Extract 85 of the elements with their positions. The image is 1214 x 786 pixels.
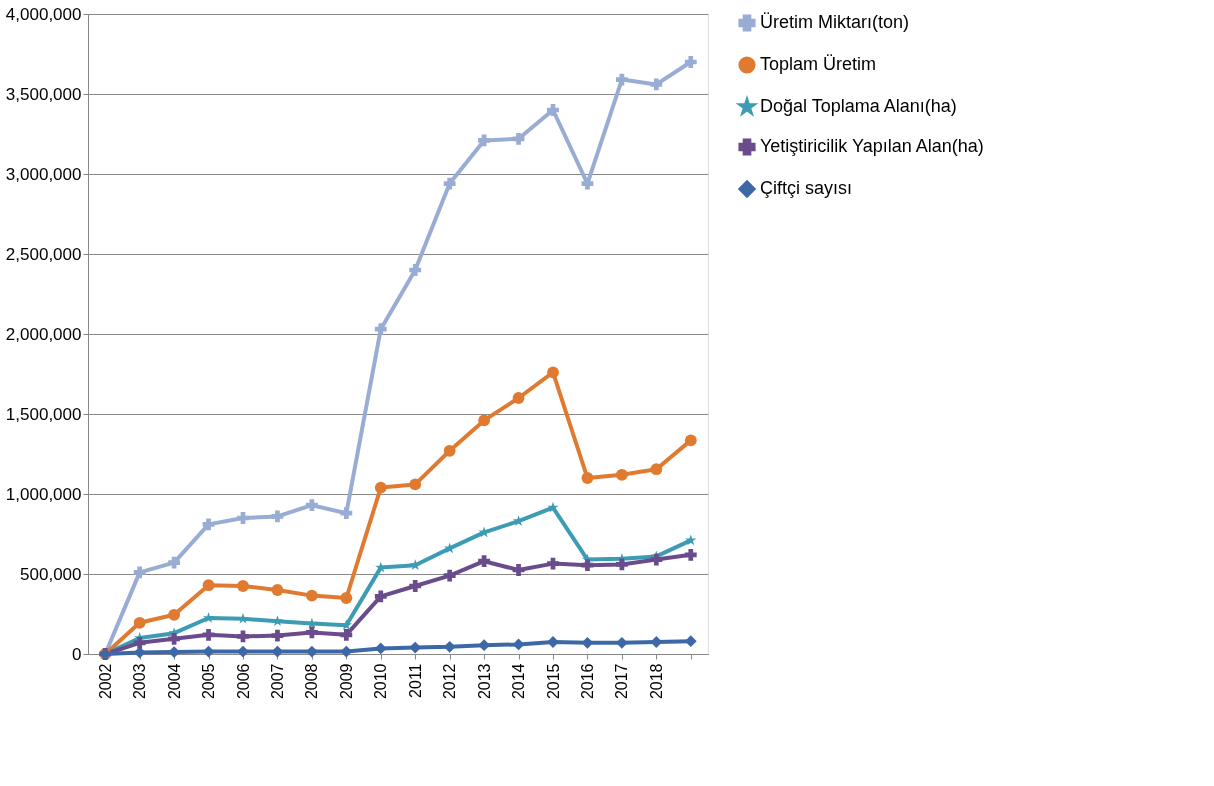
x-tick-label: 2003	[131, 663, 149, 700]
legend-label: Üretim Miktarı(ton)	[760, 12, 910, 32]
point	[375, 561, 387, 573]
x-tick-label: 2007	[268, 663, 286, 700]
x-tick-label: 2014	[510, 663, 528, 700]
point	[133, 636, 146, 649]
x-tick-label: 2015	[544, 663, 562, 700]
point	[512, 392, 525, 404]
point	[202, 628, 215, 641]
x-tick-label: 2004	[165, 663, 183, 700]
point	[512, 132, 525, 145]
point	[271, 510, 284, 523]
point	[271, 584, 284, 596]
point	[168, 556, 181, 569]
point	[615, 468, 628, 481]
x-tick-label: 2009	[337, 663, 355, 700]
x-tick-label: 2011	[406, 663, 424, 698]
point	[478, 414, 491, 427]
point	[547, 366, 559, 379]
y-tick-label: 4,000,000	[5, 4, 82, 24]
point	[374, 481, 387, 494]
point	[478, 134, 491, 147]
x-tick-label: 2010	[372, 663, 390, 700]
point	[547, 501, 559, 513]
y-tick-label: 1,000,000	[5, 484, 82, 504]
x-tick-label: 2018	[647, 663, 665, 700]
x-tick-label: 2016	[578, 663, 596, 700]
point	[237, 630, 249, 643]
x-tick-label: 2006	[234, 663, 252, 700]
point	[168, 632, 181, 645]
y-tick-label: 500,000	[20, 564, 82, 584]
point	[202, 518, 215, 531]
point	[237, 645, 249, 658]
point	[305, 589, 318, 602]
point	[202, 612, 215, 623]
x-tick-label: 2002	[96, 663, 114, 700]
x-tick-label: 2013	[475, 663, 493, 700]
point	[581, 177, 594, 190]
point	[409, 264, 422, 276]
y-tick-label: 3,500,000	[5, 84, 82, 104]
point	[547, 557, 559, 570]
point	[271, 629, 284, 642]
y-tick-label: 2,500,000	[5, 244, 82, 264]
point	[684, 434, 697, 447]
y-tick-label: 3,000,000	[5, 164, 82, 184]
point	[168, 608, 181, 621]
point	[684, 548, 697, 561]
point	[650, 463, 663, 476]
point	[340, 507, 353, 520]
y-tick-label: 1,500,000	[5, 404, 82, 424]
point	[478, 555, 491, 568]
point	[443, 177, 456, 190]
point	[512, 564, 525, 576]
point	[374, 323, 387, 336]
point	[684, 56, 697, 68]
legend-label: Çiftçi sayısı	[760, 178, 853, 198]
point	[685, 534, 697, 546]
legend-label: Toplam Üretim	[760, 54, 877, 74]
x-tick-label: 2017	[613, 663, 631, 700]
y-tick-label: 0	[72, 644, 82, 664]
point	[650, 78, 663, 91]
point	[615, 73, 628, 86]
legend-label: Yetiştiricilik Yapılan Alan(ha)	[760, 136, 984, 156]
point	[133, 616, 146, 629]
point	[581, 472, 594, 484]
point	[202, 579, 215, 592]
point	[615, 558, 628, 571]
point	[409, 478, 422, 491]
point	[305, 626, 318, 639]
x-tick-label: 2012	[441, 663, 459, 700]
legend-label: Doğal Toplama Alanı(ha)	[760, 96, 957, 116]
point	[374, 590, 387, 603]
point	[133, 566, 146, 579]
point	[443, 444, 456, 457]
y-tick-label: 2,000,000	[5, 324, 82, 344]
x-tick-label: 2005	[200, 663, 218, 700]
point	[409, 580, 422, 592]
point	[581, 559, 594, 572]
point	[340, 628, 353, 641]
point	[305, 499, 318, 512]
point	[340, 592, 353, 604]
point	[237, 580, 249, 592]
x-tick-label: 2008	[303, 663, 321, 700]
point	[650, 553, 663, 566]
point	[443, 569, 456, 582]
